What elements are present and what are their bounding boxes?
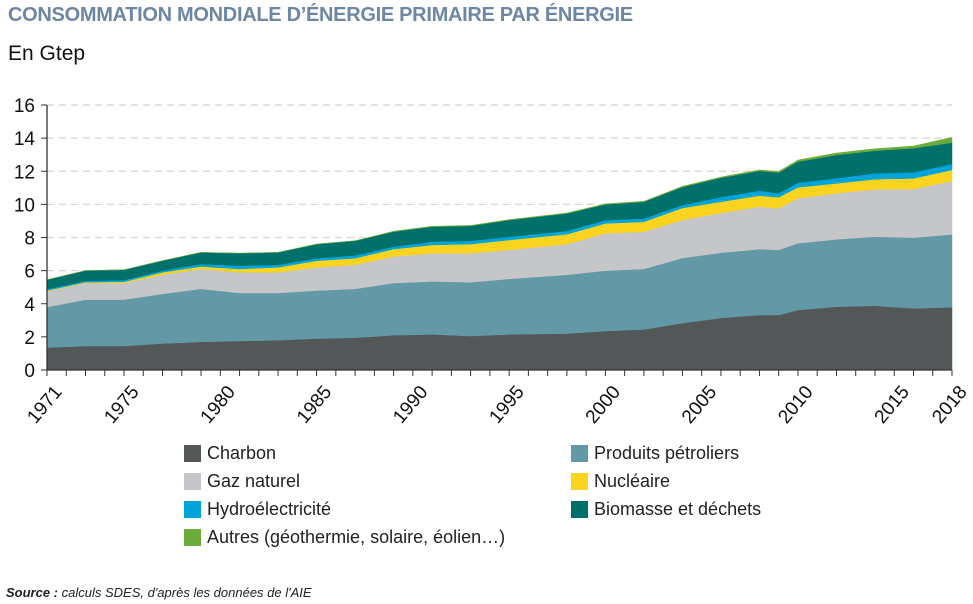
stacked-area-chart: 0 2 4 6 8 10 12 14 16 1971 1975 1980 1985 1990 1995 200… (14, 96, 972, 428)
y-tick-label: 4 (24, 295, 35, 316)
chart-title: CONSOMMATION MONDIALE D’ÉNERGIE PRIMAIRE… (8, 4, 633, 26)
source-label: Source : (6, 585, 59, 600)
legend: Charbon Produits pétroliers Gaz naturel Nuc… (184, 443, 824, 547)
source-note: Source : calculs SDES, d'après les donné… (6, 585, 312, 600)
x-tick-label: 1980 (197, 382, 240, 428)
legend-item: Charbon (184, 443, 571, 463)
legend-label: Produits pétroliers (594, 443, 740, 463)
legend-item: Biomasse et déchets (571, 499, 831, 519)
y-tick-label: 12 (14, 162, 35, 183)
legend-item: Hydroélectricité (184, 499, 571, 519)
x-tick-label: 2010 (774, 382, 817, 428)
x-tick-label: 2018 (928, 382, 971, 428)
legend-item: Nucléaire (571, 471, 831, 491)
y-tick-label: 2 (24, 328, 35, 349)
x-tick-label: 1971 (23, 382, 66, 428)
x-tick-label: 1985 (293, 382, 336, 428)
legend-swatch (184, 445, 201, 462)
y-tick-label: 14 (14, 129, 36, 150)
y-tick-label: 16 (14, 96, 35, 117)
legend-swatch (184, 501, 201, 518)
legend-label: Autres (géothermie, solaire, éolien…) (207, 527, 506, 547)
legend-label: Biomasse et déchets (594, 499, 762, 519)
legend-swatch (571, 473, 588, 490)
legend-item: Produits pétroliers (571, 443, 831, 463)
legend-label: Charbon (207, 443, 277, 463)
x-tick-label: 2015 (871, 382, 914, 428)
x-tick-label: 1995 (485, 382, 528, 428)
y-tick-label: 0 (24, 361, 35, 382)
legend-swatch (571, 501, 588, 518)
x-tick-label: 2005 (678, 382, 721, 428)
legend-item: Autres (géothermie, solaire, éolien…) (184, 527, 571, 547)
y-tick-label: 8 (24, 229, 35, 250)
legend-label: Gaz naturel (207, 471, 301, 491)
x-tick-label: 1990 (389, 382, 432, 428)
x-tick-label: 1975 (100, 382, 143, 428)
y-tick-label: 10 (14, 195, 35, 216)
y-axis-unit-label: En Gtep (8, 42, 86, 65)
legend-swatch (184, 529, 201, 546)
x-tick-label: 2000 (582, 382, 625, 428)
area-7 (46, 136, 953, 280)
legend-swatch (571, 445, 588, 462)
legend-item: Gaz naturel (184, 471, 571, 491)
legend-swatch (184, 473, 201, 490)
y-tick-label: 6 (24, 262, 35, 283)
source-text: calculs SDES, d'après les données de l'A… (58, 585, 312, 600)
legend-label: Hydroélectricité (207, 499, 332, 519)
legend-label: Nucléaire (594, 471, 671, 491)
